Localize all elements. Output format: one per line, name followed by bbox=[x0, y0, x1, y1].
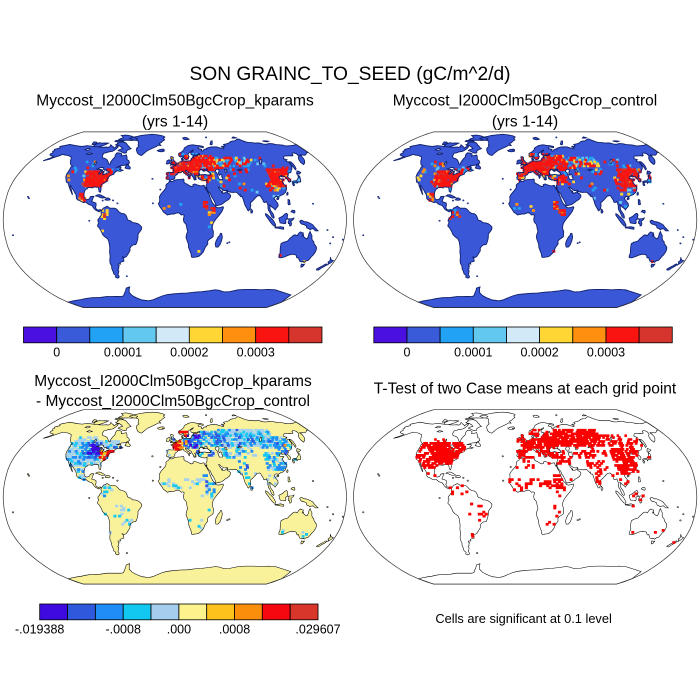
svg-text:-.0008: -.0008 bbox=[105, 622, 140, 636]
svg-text:Myccost_I2000Clm50BgcCrop_kpar: Myccost_I2000Clm50BgcCrop_kparams bbox=[34, 373, 312, 390]
svg-text:0: 0 bbox=[404, 345, 411, 359]
svg-text:0: 0 bbox=[53, 345, 60, 359]
svg-text:0.0003: 0.0003 bbox=[237, 345, 275, 359]
svg-text:.0008: .0008 bbox=[219, 622, 250, 636]
svg-text:0.0002: 0.0002 bbox=[170, 345, 208, 359]
svg-text:(yrs 1-14): (yrs 1-14) bbox=[142, 114, 208, 131]
svg-text:.029607: .029607 bbox=[295, 622, 340, 636]
svg-text:0.0001: 0.0001 bbox=[104, 345, 142, 359]
svg-text:Myccost_I2000Clm50BgcCrop_kpar: Myccost_I2000Clm50BgcCrop_kparams bbox=[36, 93, 314, 110]
svg-text:0.0001: 0.0001 bbox=[454, 345, 492, 359]
svg-text:.000: .000 bbox=[167, 622, 191, 636]
svg-text:- Myccost_I2000Clm50BgcCrop_co: - Myccost_I2000Clm50BgcCrop_control bbox=[36, 393, 310, 410]
svg-text:0.0002: 0.0002 bbox=[520, 345, 558, 359]
svg-text:0.0003: 0.0003 bbox=[587, 345, 625, 359]
svg-text:T-Test of two Case means at ea: T-Test of two Case means at each grid po… bbox=[374, 381, 677, 398]
svg-text:(yrs 1-14): (yrs 1-14) bbox=[492, 114, 558, 131]
svg-text:-.019388: -.019388 bbox=[15, 622, 64, 636]
svg-text:Myccost_I2000Clm50BgcCrop_cont: Myccost_I2000Clm50BgcCrop_control bbox=[393, 93, 657, 110]
svg-text:Cells are significant at 0.1 l: Cells are significant at 0.1 level bbox=[435, 611, 611, 626]
svg-text:SON GRAINC_TO_SEED (gC/m^2/d): SON GRAINC_TO_SEED (gC/m^2/d) bbox=[189, 64, 510, 85]
